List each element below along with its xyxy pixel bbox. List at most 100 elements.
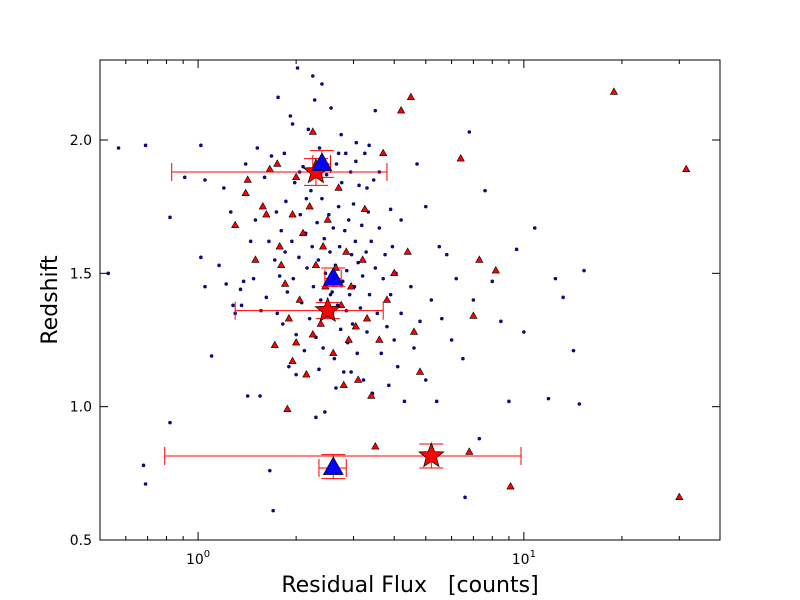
data-point-dot bbox=[277, 274, 282, 278]
data-point-triangle bbox=[409, 327, 419, 335]
x-tick-label-exponent: 1 bbox=[530, 549, 536, 560]
data-point-dot bbox=[338, 327, 343, 332]
data-point-dot bbox=[349, 370, 353, 374]
data-point-dot bbox=[330, 290, 334, 294]
data-point-dot bbox=[514, 247, 519, 252]
data-point-dot bbox=[228, 210, 233, 214]
data-point-dot bbox=[577, 402, 582, 406]
data-point-dot bbox=[415, 162, 419, 166]
data-point-triangle bbox=[273, 159, 282, 167]
data-point-dot bbox=[311, 284, 316, 289]
data-point-dot bbox=[375, 311, 380, 316]
data-point-dot bbox=[199, 143, 203, 148]
data-point-triangle bbox=[241, 188, 250, 197]
data-point-dot bbox=[297, 255, 301, 260]
data-point-dot bbox=[364, 250, 368, 254]
data-point-dot bbox=[367, 292, 372, 297]
data-point-dot bbox=[353, 239, 358, 244]
data-point-large-triangle bbox=[311, 152, 333, 171]
y-tick-label: 2.0 bbox=[70, 133, 92, 149]
data-point-dot bbox=[143, 482, 148, 486]
data-point-dot bbox=[203, 178, 207, 182]
data-point-triangle bbox=[288, 210, 297, 218]
data-point-dot bbox=[571, 348, 576, 353]
data-point-dot bbox=[388, 207, 393, 212]
data-point-triangle bbox=[283, 404, 292, 413]
data-point-dot bbox=[399, 218, 403, 222]
data-point-dot bbox=[532, 226, 537, 230]
data-point-dot bbox=[349, 252, 354, 257]
data-point-triangle bbox=[403, 247, 412, 255]
data-point-dot bbox=[444, 252, 449, 257]
data-point-dot bbox=[294, 332, 298, 337]
data-point-triangle bbox=[302, 370, 311, 378]
data-point-dot bbox=[324, 172, 329, 177]
data-point-triangle bbox=[265, 164, 274, 173]
x-axis-label: Residual Flux [counts] bbox=[281, 573, 538, 598]
data-point-dot bbox=[290, 239, 294, 244]
data-point-dot bbox=[269, 154, 274, 158]
data-point-dot bbox=[332, 356, 337, 361]
data-point-dot bbox=[399, 311, 403, 316]
data-point-dot bbox=[316, 258, 321, 262]
data-point-dot bbox=[409, 284, 413, 289]
data-point-dot bbox=[351, 202, 356, 206]
data-point-dot bbox=[331, 226, 336, 230]
data-point-dot bbox=[342, 228, 347, 233]
data-point-dot bbox=[395, 364, 400, 369]
data-point-triangle bbox=[305, 202, 314, 210]
data-point-triangle bbox=[292, 338, 301, 346]
data-point-dot bbox=[264, 295, 269, 300]
data-point-triangle bbox=[362, 314, 372, 322]
data-point-dot bbox=[209, 354, 214, 358]
data-point-dot bbox=[379, 351, 384, 356]
data-point-dot bbox=[423, 378, 428, 382]
data-point-dot bbox=[284, 199, 288, 204]
data-point-dot bbox=[582, 268, 586, 273]
data-point-triangle bbox=[456, 154, 465, 162]
data-point-dot bbox=[402, 399, 407, 404]
data-point-dot bbox=[429, 298, 434, 302]
data-point-dot bbox=[334, 386, 338, 390]
data-point-dot bbox=[106, 271, 111, 276]
data-point-dot bbox=[253, 218, 258, 222]
data-point-star bbox=[418, 442, 445, 468]
data-point-dot bbox=[317, 146, 322, 150]
y-tick-label: 1.0 bbox=[70, 400, 92, 416]
data-point-dot bbox=[222, 186, 226, 190]
data-point-dot bbox=[471, 298, 476, 302]
data-point-dot bbox=[282, 151, 287, 156]
data-point-dot bbox=[365, 186, 369, 190]
data-point-triangle bbox=[334, 183, 343, 191]
data-point-dot bbox=[434, 399, 439, 404]
data-point-dot bbox=[437, 244, 442, 249]
data-point-dot bbox=[341, 370, 346, 374]
data-point-triangle bbox=[371, 442, 380, 450]
data-point-dot bbox=[339, 132, 343, 137]
data-point-dot bbox=[365, 330, 369, 334]
data-point-dot bbox=[336, 204, 341, 209]
data-point-dot bbox=[356, 260, 360, 265]
data-point-triangle bbox=[390, 268, 399, 277]
data-point-dot bbox=[390, 244, 395, 249]
data-point-dot bbox=[477, 436, 482, 441]
data-point-dot bbox=[367, 143, 371, 148]
data-point-dot bbox=[454, 276, 459, 281]
data-point-dot bbox=[392, 338, 397, 342]
data-point-dot bbox=[360, 274, 365, 278]
data-point-dot bbox=[418, 319, 422, 324]
data-point-dot bbox=[224, 282, 229, 286]
data-point-triangle bbox=[337, 300, 346, 309]
data-point-triangle bbox=[311, 260, 321, 269]
data-point-triangle bbox=[406, 92, 415, 101]
data-point-dot bbox=[354, 159, 358, 164]
data-point-dot bbox=[358, 306, 363, 310]
data-point-triangle bbox=[329, 348, 338, 357]
data-point-star bbox=[314, 296, 342, 322]
data-point-triangle bbox=[323, 215, 332, 223]
data-point-dot bbox=[467, 130, 472, 134]
data-point-dot bbox=[347, 292, 352, 297]
data-point-dot bbox=[273, 258, 277, 262]
data-point-dot bbox=[355, 351, 360, 356]
